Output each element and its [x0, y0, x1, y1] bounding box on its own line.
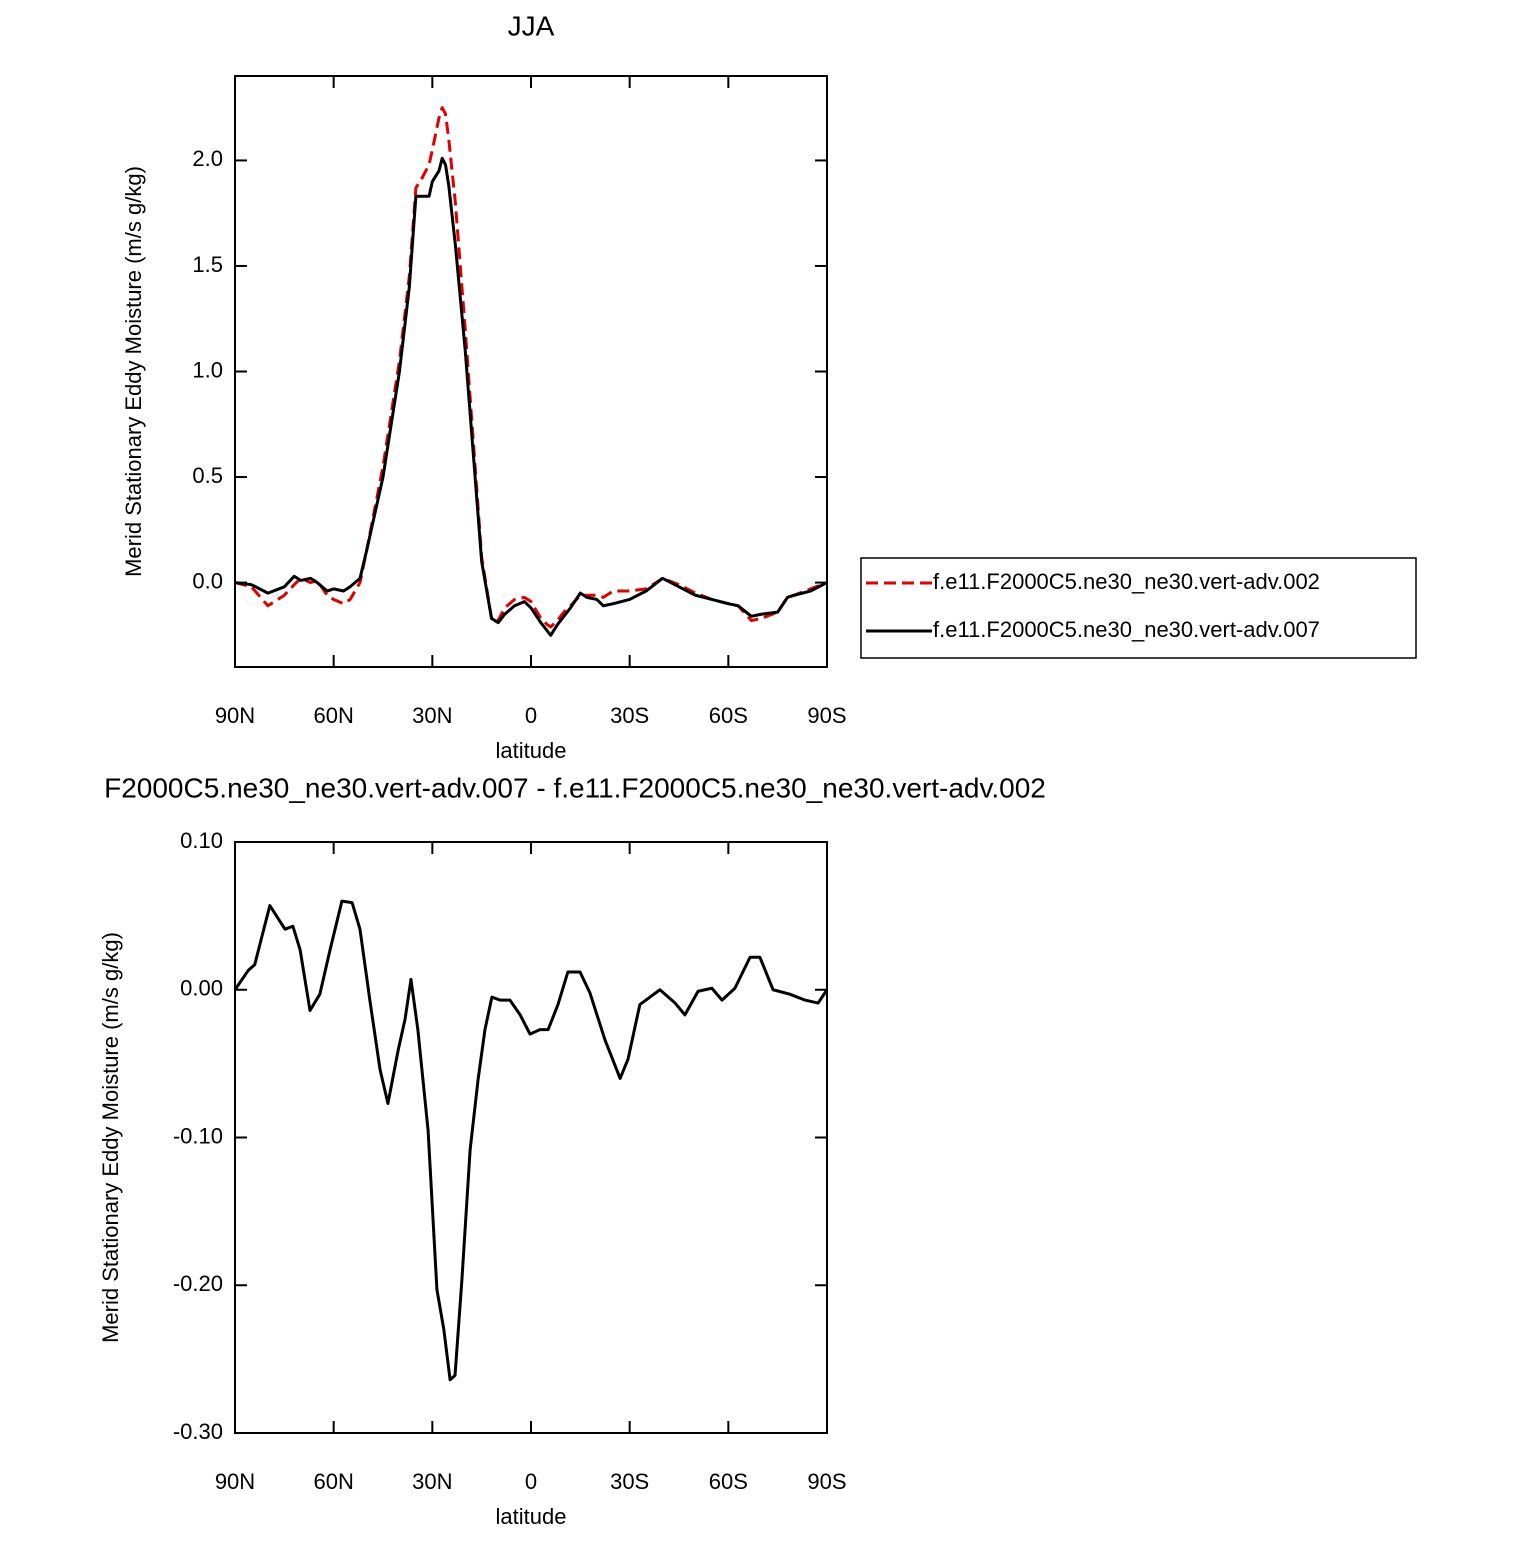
plot-frame	[234, 75, 828, 668]
y-tick-label: -0.20	[173, 1271, 223, 1296]
chart-title: F2000C5.ne30_ne30.vert-adv.007 - f.e11.F…	[104, 772, 1046, 803]
data-line	[234, 106, 828, 629]
x-axis-label: latitude	[496, 738, 567, 763]
x-tick-label: 0	[525, 703, 537, 728]
x-tick-label: 60S	[709, 1469, 748, 1494]
x-tick-label: 90S	[807, 703, 846, 728]
y-tick-label: 0.00	[180, 976, 223, 1001]
y-tick-label: -0.10	[173, 1123, 223, 1148]
x-tick-label: 60S	[709, 703, 748, 728]
legend-label: f.e11.F2000C5.ne30_ne30.vert-adv.007	[933, 617, 1320, 642]
x-tick-label: 60N	[313, 1469, 353, 1494]
y-tick-label: 0.0	[192, 568, 223, 593]
x-axis-label: latitude	[496, 1504, 567, 1529]
y-tick-label: 1.0	[192, 357, 223, 382]
y-axis-label: Merid Stationary Eddy Moisture (m/s g/kg…	[121, 166, 146, 577]
y-tick-label: 2.0	[192, 146, 223, 171]
x-tick-label: 90S	[807, 1469, 846, 1494]
x-tick-label: 30S	[610, 703, 649, 728]
y-tick-label: 0.10	[180, 828, 223, 853]
chart-title: JJA	[508, 10, 555, 41]
data-line	[233, 899, 829, 1382]
x-tick-label: 0	[525, 1469, 537, 1494]
x-tick-label: 30N	[412, 1469, 452, 1494]
x-tick-label: 90N	[215, 1469, 255, 1494]
x-tick-label: 30S	[610, 1469, 649, 1494]
x-tick-label: 90N	[215, 703, 255, 728]
legend-box	[860, 557, 1417, 659]
y-tick-label: 0.5	[192, 463, 223, 488]
y-tick-label: 1.5	[192, 252, 223, 277]
y-tick-label: -0.30	[173, 1419, 223, 1444]
data-line	[234, 156, 828, 637]
x-tick-label: 60N	[313, 703, 353, 728]
y-axis-label: Merid Stationary Eddy Moisture (m/s g/kg…	[98, 932, 123, 1343]
x-tick-label: 30N	[412, 703, 452, 728]
plot-frame	[234, 841, 828, 1434]
legend-label: f.e11.F2000C5.ne30_ne30.vert-adv.002	[933, 569, 1320, 594]
